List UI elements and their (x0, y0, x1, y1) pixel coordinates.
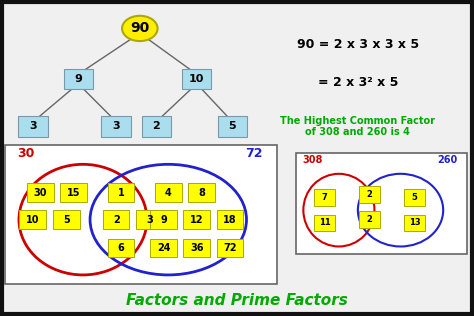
Text: 9: 9 (74, 74, 82, 84)
FancyBboxPatch shape (142, 116, 171, 137)
Text: = 2 x 3² x 5: = 2 x 3² x 5 (318, 76, 398, 89)
FancyBboxPatch shape (108, 183, 134, 202)
FancyBboxPatch shape (2, 2, 472, 314)
FancyBboxPatch shape (103, 210, 129, 229)
FancyBboxPatch shape (188, 183, 215, 202)
FancyBboxPatch shape (60, 183, 87, 202)
Text: 12: 12 (190, 215, 203, 225)
Text: 308: 308 (302, 155, 323, 165)
FancyBboxPatch shape (150, 210, 177, 229)
FancyBboxPatch shape (136, 210, 163, 229)
Text: 72: 72 (245, 147, 262, 160)
Text: 10: 10 (26, 215, 39, 225)
Text: 1: 1 (118, 188, 124, 198)
Text: Factors and Prime Factors: Factors and Prime Factors (126, 293, 348, 308)
Text: 4: 4 (165, 188, 172, 198)
FancyBboxPatch shape (183, 239, 210, 257)
FancyBboxPatch shape (155, 183, 182, 202)
Text: 8: 8 (198, 188, 205, 198)
FancyBboxPatch shape (314, 189, 335, 206)
Text: 13: 13 (409, 218, 420, 227)
FancyBboxPatch shape (108, 239, 134, 257)
Text: 90 = 2 x 3 x 3 x 5: 90 = 2 x 3 x 3 x 5 (297, 38, 419, 51)
FancyBboxPatch shape (64, 69, 93, 89)
Text: 2: 2 (153, 121, 160, 131)
Ellipse shape (122, 16, 157, 41)
FancyBboxPatch shape (404, 189, 425, 206)
FancyBboxPatch shape (359, 186, 380, 203)
Text: 3: 3 (146, 215, 153, 225)
Text: 7: 7 (322, 193, 328, 202)
FancyBboxPatch shape (18, 116, 48, 137)
Text: 15: 15 (67, 188, 80, 198)
Text: 2: 2 (367, 190, 373, 199)
FancyBboxPatch shape (359, 211, 380, 228)
Text: 3: 3 (29, 121, 37, 131)
Text: 30: 30 (34, 188, 47, 198)
FancyBboxPatch shape (27, 183, 54, 202)
FancyBboxPatch shape (314, 215, 335, 231)
FancyBboxPatch shape (218, 116, 247, 137)
Text: 260: 260 (437, 155, 457, 165)
Text: 24: 24 (157, 243, 170, 253)
Text: 6: 6 (118, 243, 124, 253)
FancyBboxPatch shape (53, 210, 80, 229)
Text: The Highest Common Factor
of 308 and 260 is 4: The Highest Common Factor of 308 and 260… (280, 116, 436, 137)
Text: 10: 10 (189, 74, 204, 84)
Text: 5: 5 (63, 215, 70, 225)
Text: 9: 9 (160, 215, 167, 225)
FancyBboxPatch shape (5, 145, 277, 284)
FancyBboxPatch shape (101, 116, 131, 137)
Text: 30: 30 (18, 147, 35, 160)
FancyBboxPatch shape (296, 153, 467, 254)
Text: 11: 11 (319, 218, 330, 227)
FancyBboxPatch shape (217, 210, 243, 229)
FancyBboxPatch shape (217, 239, 243, 257)
FancyBboxPatch shape (404, 215, 425, 231)
Text: 72: 72 (223, 243, 237, 253)
Text: 2: 2 (367, 215, 373, 224)
FancyBboxPatch shape (182, 69, 211, 89)
Text: 3: 3 (112, 121, 120, 131)
FancyBboxPatch shape (183, 210, 210, 229)
Text: 5: 5 (228, 121, 236, 131)
Text: 18: 18 (223, 215, 237, 225)
Text: 5: 5 (412, 193, 418, 202)
Text: 90: 90 (130, 21, 149, 35)
Text: 2: 2 (113, 215, 119, 225)
FancyBboxPatch shape (19, 210, 46, 229)
Text: 36: 36 (190, 243, 203, 253)
FancyBboxPatch shape (150, 239, 177, 257)
